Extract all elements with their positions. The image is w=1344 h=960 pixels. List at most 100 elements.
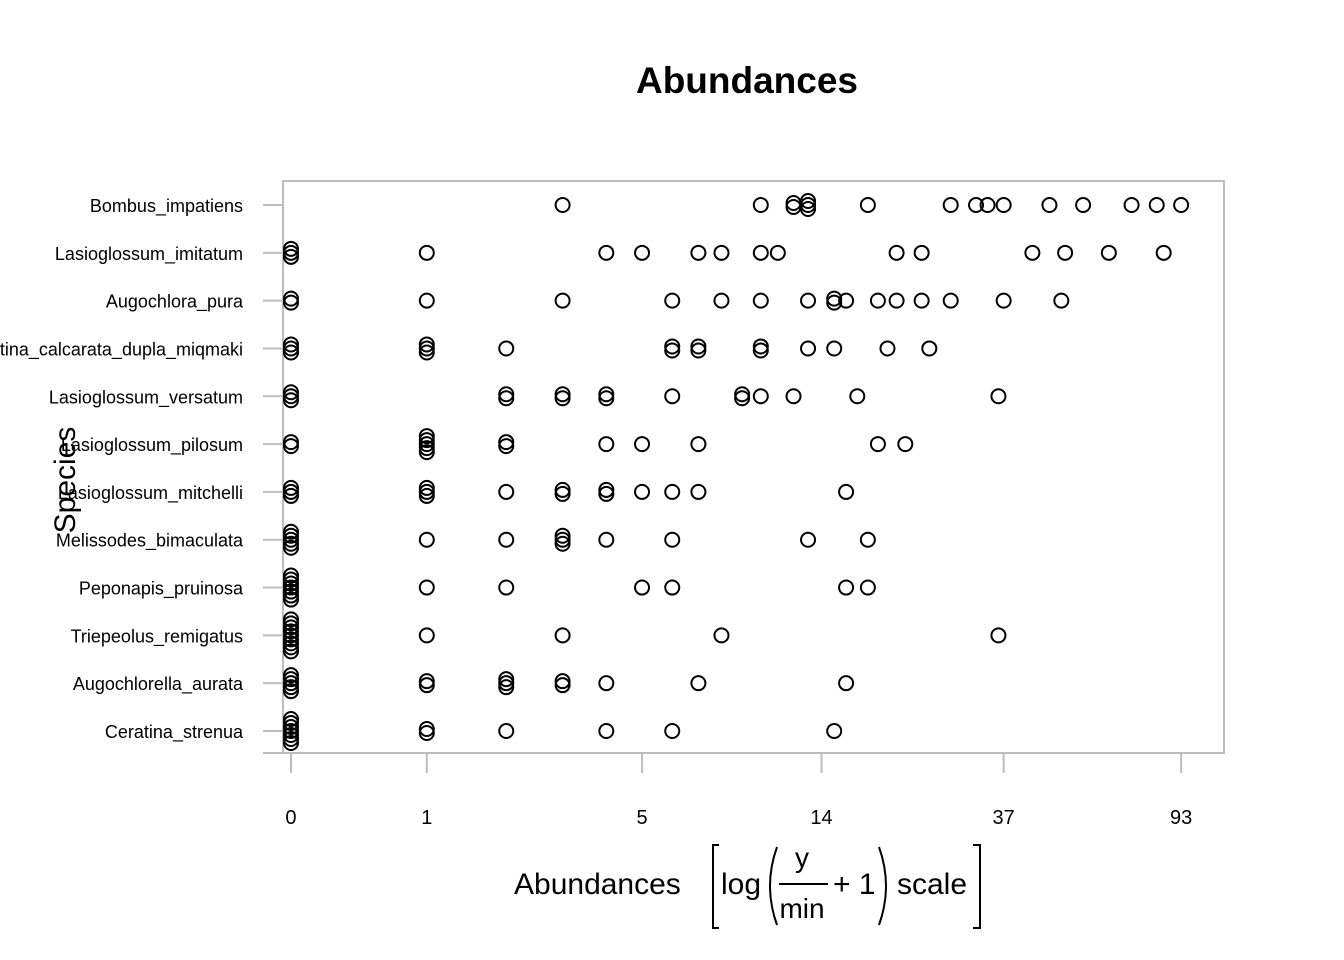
point (859, 579, 876, 596)
point (282, 531, 299, 548)
point (634, 579, 651, 596)
point (418, 531, 435, 548)
point (1148, 197, 1165, 213)
point (282, 643, 299, 660)
point (800, 197, 817, 213)
point (634, 436, 651, 453)
point (418, 428, 435, 445)
point (418, 432, 435, 449)
point (498, 675, 515, 692)
point (942, 197, 959, 213)
bracket (712, 844, 719, 929)
point (690, 342, 707, 359)
point (282, 615, 299, 632)
point (838, 579, 855, 596)
point (664, 723, 681, 739)
paren (769, 846, 778, 926)
point (282, 388, 299, 405)
point (498, 483, 515, 500)
point (418, 336, 435, 353)
point (1024, 244, 1041, 261)
point (859, 197, 876, 213)
point (921, 340, 938, 357)
point (598, 244, 615, 261)
point (995, 292, 1012, 309)
point (282, 619, 299, 636)
point (498, 671, 515, 688)
point (838, 675, 855, 692)
point (282, 344, 299, 361)
point (664, 342, 681, 359)
point (498, 340, 515, 357)
point (282, 683, 299, 700)
y-tick-label: Melissodes_bimaculata (56, 531, 244, 552)
point (598, 485, 615, 502)
point (826, 340, 843, 357)
point (282, 483, 299, 500)
point (690, 436, 707, 453)
point (418, 579, 435, 596)
point (769, 244, 786, 261)
point (498, 434, 515, 451)
point (282, 567, 299, 584)
point (282, 336, 299, 353)
point (554, 390, 571, 407)
point (554, 485, 571, 502)
point (282, 487, 299, 504)
point (888, 292, 905, 309)
point (498, 679, 515, 696)
point (859, 531, 876, 548)
point (800, 340, 817, 357)
point (282, 479, 299, 496)
point (664, 531, 681, 548)
y-tick-label: Lasioglossum_mitchelli (58, 483, 243, 504)
point (554, 481, 571, 498)
point (879, 340, 896, 357)
x-label-denominator: min (779, 893, 824, 924)
point (752, 292, 769, 309)
point (690, 338, 707, 355)
point (418, 673, 435, 690)
point (282, 392, 299, 409)
point (418, 292, 435, 309)
y-tick-label: Triepeolus_remigatus (71, 626, 243, 647)
point (598, 390, 615, 407)
point (664, 483, 681, 500)
paren (878, 846, 887, 926)
point (1075, 197, 1092, 213)
point (995, 197, 1012, 213)
point (282, 639, 299, 656)
point (418, 244, 435, 261)
point (498, 579, 515, 596)
point (690, 675, 707, 692)
x-label-numerator: y (795, 842, 809, 873)
point (498, 390, 515, 407)
point (418, 721, 435, 737)
point (282, 527, 299, 544)
point (942, 292, 959, 309)
point (752, 338, 769, 355)
y-tick-label: Augochlorella_aurata (73, 674, 244, 695)
point (282, 671, 299, 688)
point (826, 290, 843, 307)
point (282, 523, 299, 540)
point (282, 631, 299, 648)
x-axis-label: Abundances log y min + 1 scale (514, 842, 981, 929)
point (838, 483, 855, 500)
point (282, 539, 299, 556)
point (282, 627, 299, 644)
point (282, 735, 299, 751)
point (282, 667, 299, 684)
point (888, 244, 905, 261)
point (734, 386, 751, 403)
bracket (973, 844, 981, 929)
point (282, 438, 299, 455)
point (713, 292, 730, 309)
point (1041, 197, 1058, 213)
point (282, 715, 299, 731)
point (826, 294, 843, 311)
point (282, 340, 299, 357)
point (282, 384, 299, 401)
point (498, 531, 515, 548)
